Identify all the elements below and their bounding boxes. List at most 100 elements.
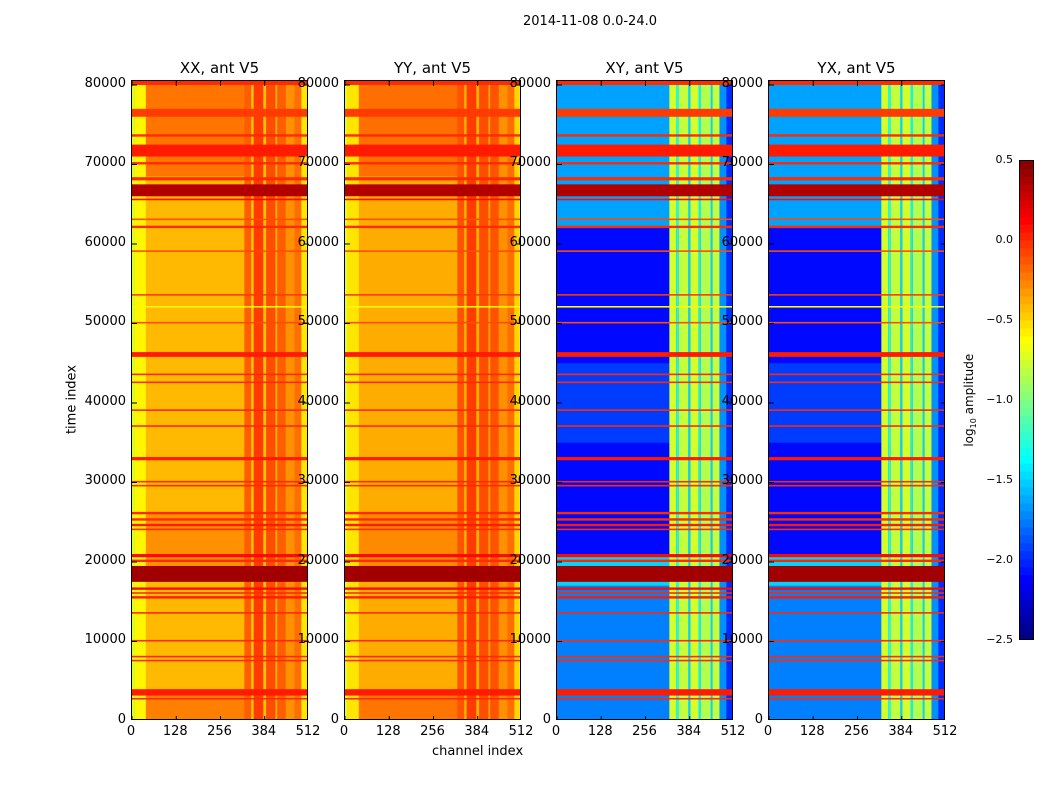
y-tick-label: 70000 — [721, 155, 763, 171]
rfi-row-cell — [769, 144, 944, 157]
rfi-row-cell — [132, 425, 307, 427]
y-tick-label: 30000 — [721, 473, 763, 489]
rfi-row-cell — [132, 592, 307, 594]
rfi-row-cell — [557, 184, 732, 197]
rfi-row-cell — [769, 250, 944, 252]
rfi-row-cell — [557, 409, 732, 411]
colorbar-segment — [1020, 192, 1033, 202]
rfi-row-cell — [769, 523, 944, 527]
y-tick-label: 20000 — [297, 552, 339, 568]
rfi-row-cell — [132, 218, 307, 221]
x-axis-label: channel index — [432, 744, 524, 759]
channel-band-cell — [900, 81, 903, 719]
rfi-row-cell — [769, 294, 944, 296]
y-tick-label: 50000 — [297, 314, 339, 330]
rfi-row-cell — [557, 655, 732, 658]
rfi-row-cell — [132, 352, 307, 357]
rfi-row-cell — [769, 592, 944, 594]
y-tick-label: 40000 — [509, 393, 551, 409]
channel-band-cell — [294, 81, 302, 719]
rfi-row-cell — [557, 144, 732, 157]
channel-band-cell — [134, 81, 146, 719]
rfi-row-cell — [769, 659, 944, 662]
rfi-row-cell — [345, 554, 520, 558]
rfi-row-cell — [345, 250, 520, 252]
rfi-row-cell — [345, 559, 520, 562]
channel-band-cell — [726, 81, 732, 719]
colorbar-tick-label: 0.5 — [995, 153, 1014, 166]
colorbar-segment — [1020, 384, 1033, 393]
x-tick-label: 128 — [375, 724, 401, 739]
colorbar-segment — [1020, 583, 1033, 592]
channel-band-cell — [902, 81, 911, 719]
rfi-row-cell — [132, 596, 307, 599]
colorbar-segment — [1020, 264, 1033, 274]
rfi-row-cell — [557, 528, 732, 531]
channel-band-cell — [132, 81, 135, 719]
rfi-row-cell — [769, 587, 944, 590]
rfi-row-cell — [769, 484, 944, 487]
rfi-row-cell — [769, 321, 944, 324]
colorbar-tick-label: 0.0 — [995, 233, 1014, 246]
rfi-row-cell — [345, 134, 520, 137]
heatmap-panel — [768, 80, 945, 720]
channel-band-cell — [479, 81, 489, 719]
channel-band-cell — [277, 81, 286, 719]
colorbar-segment — [1020, 455, 1033, 465]
y-tick-label: 50000 — [721, 314, 763, 330]
colorbar-segment — [1020, 240, 1033, 250]
rfi-row-cell — [132, 409, 307, 411]
x-tick-label: 0 — [763, 724, 773, 739]
rfi-row-cell — [769, 305, 944, 308]
panel-title: XY, ant V5 — [605, 59, 684, 77]
rfi-row-cell — [769, 612, 944, 614]
colorbar-segment — [1020, 431, 1033, 441]
x-tick-label: 384 — [888, 724, 914, 739]
panel-title: YY, ant V5 — [393, 59, 471, 77]
rfi-row-cell — [132, 81, 307, 85]
rfi-row-cell — [557, 81, 732, 85]
channel-band-cell — [688, 81, 691, 719]
y-tick-label: 60000 — [297, 234, 339, 250]
rfi-row-cell — [345, 612, 520, 614]
y-tick-label: 10000 — [297, 632, 339, 648]
channel-band-cell — [476, 81, 480, 719]
colorbar-segment — [1020, 200, 1033, 210]
rfi-row-cell — [557, 697, 732, 700]
rfi-row-cell — [557, 587, 732, 590]
y-tick-label: 0 — [542, 712, 551, 727]
y-tick-label: 80000 — [509, 75, 551, 91]
channel-band-cell — [301, 81, 307, 719]
colorbar-segment — [1020, 328, 1033, 337]
colorbar-segment — [1020, 256, 1033, 266]
channel-band-cell — [507, 81, 515, 719]
rfi-row-cell — [557, 250, 732, 252]
channel-band-cell — [881, 81, 889, 719]
colorbar-segment — [1020, 551, 1033, 560]
rfi-row-cell — [557, 511, 732, 515]
rfi-row-cell — [345, 305, 520, 308]
rfi-row-cell — [769, 134, 944, 137]
y-tick-label: 30000 — [84, 473, 126, 489]
colorbar-tick-label: −2.5 — [986, 633, 1013, 646]
rfi-row-cell — [345, 457, 520, 461]
colorbar-segment — [1020, 511, 1033, 520]
y-tick-label: 80000 — [84, 75, 126, 91]
colorbar-segment — [1020, 304, 1033, 313]
rfi-row-cell — [345, 184, 520, 197]
rfi-row-cell — [132, 321, 307, 324]
y-tick-label: 10000 — [721, 632, 763, 648]
colorbar-tick-label: −1.0 — [986, 393, 1013, 406]
rfi-row-cell — [345, 81, 520, 85]
channel-band-cell — [712, 81, 720, 719]
x-tick-label: 0 — [339, 724, 349, 739]
colorbar-segment — [1020, 559, 1033, 568]
colorbar — [1019, 160, 1034, 640]
channel-band-cell — [922, 81, 925, 719]
rfi-row-cell — [769, 655, 944, 658]
rfi-row-cell — [345, 218, 520, 221]
rfi-row-cell — [769, 689, 944, 696]
colorbar-segment — [1020, 288, 1033, 297]
rfi-row-cell — [132, 480, 307, 483]
rfi-row-cell — [769, 225, 944, 229]
